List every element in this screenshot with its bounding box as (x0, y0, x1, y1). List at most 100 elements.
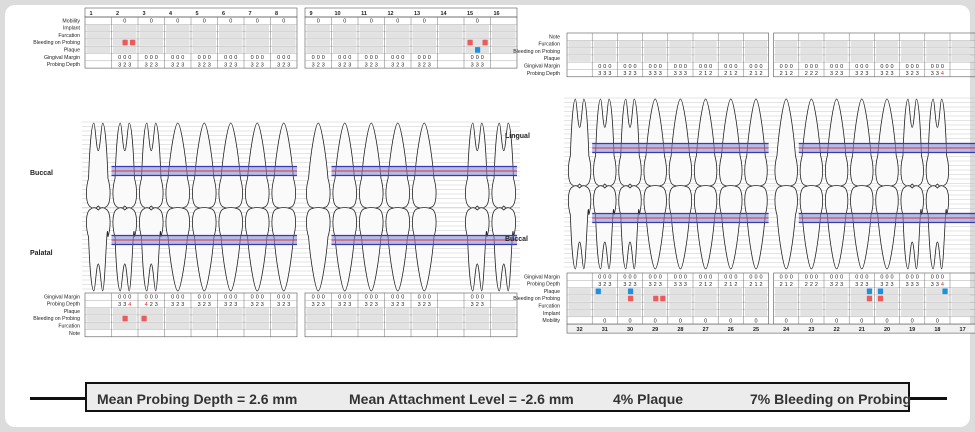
value-digit: 2 (317, 302, 320, 308)
shaded-cell (669, 310, 692, 317)
plaque-marker (627, 288, 634, 295)
shaded-cell (192, 32, 216, 39)
value-digit: 0 (471, 295, 474, 301)
value-digit: 3 (623, 71, 626, 77)
value-digit: 3 (916, 71, 919, 77)
value-digit: 0 (840, 64, 843, 70)
buccal-side-label: Buccal (30, 170, 53, 177)
shaded-cell (113, 24, 137, 32)
value-digit: 1 (704, 71, 707, 77)
row-label: Gingival Margin (44, 294, 80, 300)
shaded-cell (86, 24, 110, 32)
bleeding-marker (653, 295, 659, 302)
value-digit: 0 (931, 64, 934, 70)
row-label: Gingival Margin (44, 55, 80, 61)
value-digit: 2 (203, 302, 206, 308)
shaded-cell (192, 315, 216, 322)
value-digit: 1 (754, 71, 757, 77)
value-digit: 0 (906, 275, 909, 281)
value-digit: 0 (375, 55, 378, 61)
value-digit: 3 (198, 302, 201, 308)
value-digit: 0 (145, 55, 148, 61)
shaded-cell (800, 55, 823, 62)
value-digit: 3 (608, 71, 611, 77)
value-digit: 3 (684, 71, 687, 77)
value-digit: 0 (679, 275, 682, 281)
value-digit: 0 (423, 55, 426, 61)
tooth (86, 207, 111, 292)
tooth (850, 185, 874, 270)
value-digit: 3 (365, 62, 368, 68)
tooth (850, 98, 874, 187)
tooth (668, 98, 693, 187)
shaded-cell (593, 48, 616, 55)
shaded-cell (875, 310, 899, 317)
value-digit: 3 (208, 302, 211, 308)
value-digit: 2 (476, 302, 479, 308)
value-digit: 0 (865, 64, 868, 70)
shaded-cell (825, 288, 848, 295)
shaded-cell (492, 308, 516, 315)
value-digit: 0 (810, 275, 813, 281)
value-digit: 0 (649, 275, 652, 281)
tooth-number: 8 (275, 11, 278, 17)
shaded-cell (465, 32, 489, 39)
value-digit: 3 (365, 302, 368, 308)
shaded-cell (593, 295, 616, 302)
shaded-cell (694, 55, 717, 62)
value-digit: 3 (855, 282, 858, 288)
shaded-cell (359, 39, 383, 46)
value-digit: 2 (229, 62, 232, 68)
shaded-cell (86, 308, 110, 315)
value-digit: 0 (860, 275, 863, 281)
shaded-cell (492, 32, 516, 39)
tooth (799, 98, 824, 187)
value-cell: 0 (835, 318, 838, 324)
shaded-cell (951, 40, 974, 48)
shaded-cell (850, 55, 873, 62)
shaded-cell (800, 295, 823, 302)
shaded-cell (245, 32, 269, 39)
shaded-cell (272, 46, 296, 53)
value-digit: 0 (203, 295, 206, 301)
value-digit: 3 (348, 302, 351, 308)
shaded-cell (272, 39, 296, 46)
tooth-number: 11 (361, 11, 367, 17)
shaded-cell (465, 322, 489, 329)
value-cell: 0 (785, 318, 788, 324)
shaded-cell (744, 295, 768, 302)
shaded-cell (593, 310, 616, 317)
tooth-number: 22 (834, 327, 840, 333)
value-cell: 0 (423, 19, 426, 25)
shaded-cell (593, 40, 616, 48)
shaded-cell (245, 308, 269, 315)
shaded-cell (800, 40, 823, 48)
shaded-cell (951, 48, 974, 55)
tooth (165, 207, 190, 292)
shaded-cell (492, 46, 516, 53)
value-digit: 2 (911, 71, 914, 77)
value-digit: 0 (428, 295, 431, 301)
tooth (593, 98, 617, 187)
shaded-cell (593, 302, 616, 309)
tooth-number: 10 (334, 11, 340, 17)
value-digit: 3 (679, 282, 682, 288)
value-digit: 3 (936, 282, 939, 288)
shaded-cell (850, 302, 873, 309)
value-digit: 3 (931, 71, 934, 77)
value-digit: 0 (312, 55, 315, 61)
shaded-cell (192, 46, 216, 53)
shaded-cell (593, 288, 616, 295)
